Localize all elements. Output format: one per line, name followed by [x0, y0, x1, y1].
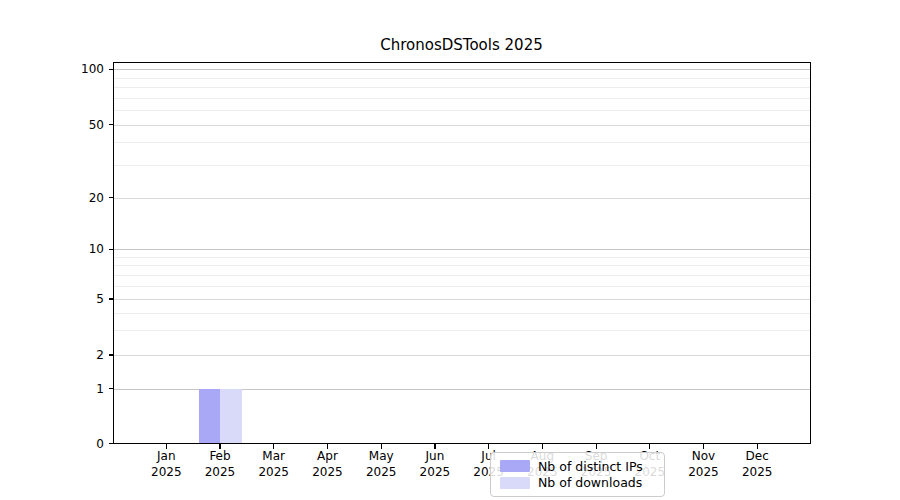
- x-tick-label-may: May2025: [353, 449, 409, 480]
- gridline-major-y10: [114, 249, 811, 250]
- axis-spine-left: [113, 62, 114, 444]
- x-tick-mark-aug: [542, 444, 543, 449]
- y-tick-label-1: 1: [0, 381, 104, 397]
- x-tick-mark-nov: [703, 444, 704, 449]
- gridline-minor-y70: [114, 98, 811, 99]
- x-tick-month: Jan: [138, 449, 194, 465]
- legend-label-distinct-ips: Nb of distinct IPs: [538, 459, 643, 474]
- x-tick-year: 2025: [676, 465, 732, 481]
- bar-distinct-ips-feb-2025: [199, 389, 221, 444]
- bar-downloads-feb-2025: [220, 389, 242, 444]
- y-tick-label-5: 5: [0, 291, 104, 307]
- gridline-minor-y9: [114, 257, 811, 258]
- gridline-minor-y60: [114, 110, 811, 111]
- y-tick-mark-10: [109, 249, 114, 250]
- gridline-minor-y80: [114, 87, 811, 88]
- x-tick-label-apr: Apr2025: [300, 449, 356, 480]
- x-tick-year: 2025: [353, 465, 409, 481]
- x-tick-month: Mar: [246, 449, 302, 465]
- gridline-minor-y7: [114, 275, 811, 276]
- axis-spine-right: [810, 62, 811, 444]
- y-tick-mark-20: [109, 197, 114, 198]
- legend-item-distinct-ips: Nb of distinct IPs: [500, 458, 655, 475]
- y-tick-mark-0: [109, 443, 114, 444]
- legend-label-downloads: Nb of downloads: [538, 475, 642, 490]
- legend-swatch-distinct-ips: [500, 460, 530, 472]
- x-tick-mark-jun: [434, 444, 435, 449]
- x-tick-year: 2025: [729, 465, 785, 481]
- x-tick-year: 2025: [407, 465, 463, 481]
- y-tick-label-50: 50: [0, 117, 104, 133]
- x-tick-label-jan: Jan2025: [138, 449, 194, 480]
- gridline-major-y50: [114, 125, 811, 126]
- x-tick-year: 2025: [192, 465, 248, 481]
- x-tick-label-jun: Jun2025: [407, 449, 463, 480]
- y-tick-mark-1: [109, 388, 114, 389]
- x-tick-month: May: [353, 449, 409, 465]
- plot-area: Nb of distinct IPs Nb of downloads: [114, 63, 811, 444]
- x-tick-label-nov: Nov2025: [676, 449, 732, 480]
- x-tick-month: Feb: [192, 449, 248, 465]
- x-tick-month: Apr: [300, 449, 356, 465]
- x-tick-year: 2025: [246, 465, 302, 481]
- gridline-minor-y8: [114, 265, 811, 266]
- chart-legend: Nb of distinct IPs Nb of downloads: [490, 452, 665, 497]
- gridline-major-y20: [114, 198, 811, 199]
- gridline-minor-y90: [114, 78, 811, 79]
- legend-swatch-downloads: [500, 477, 530, 489]
- x-tick-label-feb: Feb2025: [192, 449, 248, 480]
- x-tick-month: Dec: [729, 449, 785, 465]
- x-tick-mark-sep: [596, 444, 597, 449]
- gridline-minor-y4: [114, 313, 811, 314]
- x-tick-mark-feb: [219, 444, 220, 449]
- y-tick-label-100: 100: [0, 61, 104, 77]
- gridline-major-y100: [114, 69, 811, 70]
- x-tick-mark-dec: [757, 444, 758, 449]
- x-tick-month: Jun: [407, 449, 463, 465]
- x-tick-label-mar: Mar2025: [246, 449, 302, 480]
- gridline-major-y5: [114, 299, 811, 300]
- gridline-minor-y6: [114, 286, 811, 287]
- x-tick-year: 2025: [138, 465, 194, 481]
- x-tick-mark-oct: [649, 444, 650, 449]
- y-tick-mark-5: [109, 298, 114, 299]
- x-tick-mark-jul: [488, 444, 489, 449]
- y-tick-mark-2: [109, 354, 114, 355]
- gridline-major-y2: [114, 355, 811, 356]
- y-tick-label-0: 0: [0, 436, 104, 452]
- x-tick-month: Nov: [676, 449, 732, 465]
- y-tick-label-20: 20: [0, 190, 104, 206]
- y-tick-label-2: 2: [0, 347, 104, 363]
- x-tick-year: 2025: [300, 465, 356, 481]
- gridline-minor-y40: [114, 142, 811, 143]
- x-tick-mark-jan: [166, 444, 167, 449]
- x-tick-label-dec: Dec2025: [729, 449, 785, 480]
- y-tick-mark-50: [109, 124, 114, 125]
- y-tick-label-10: 10: [0, 241, 104, 257]
- x-tick-mark-may: [381, 444, 382, 449]
- x-tick-mark-mar: [273, 444, 274, 449]
- x-tick-mark-apr: [327, 444, 328, 449]
- download-stats-chart: ChronosDSTools 2025 Nb of distinct IPs N…: [0, 0, 900, 500]
- legend-item-downloads: Nb of downloads: [500, 475, 655, 492]
- gridline-minor-y30: [114, 165, 811, 166]
- y-tick-mark-100: [109, 69, 114, 70]
- axis-spine-bottom: [113, 443, 811, 444]
- gridline-minor-y3: [114, 330, 811, 331]
- axis-spine-top: [113, 62, 811, 63]
- chart-title: ChronosDSTools 2025: [113, 35, 810, 55]
